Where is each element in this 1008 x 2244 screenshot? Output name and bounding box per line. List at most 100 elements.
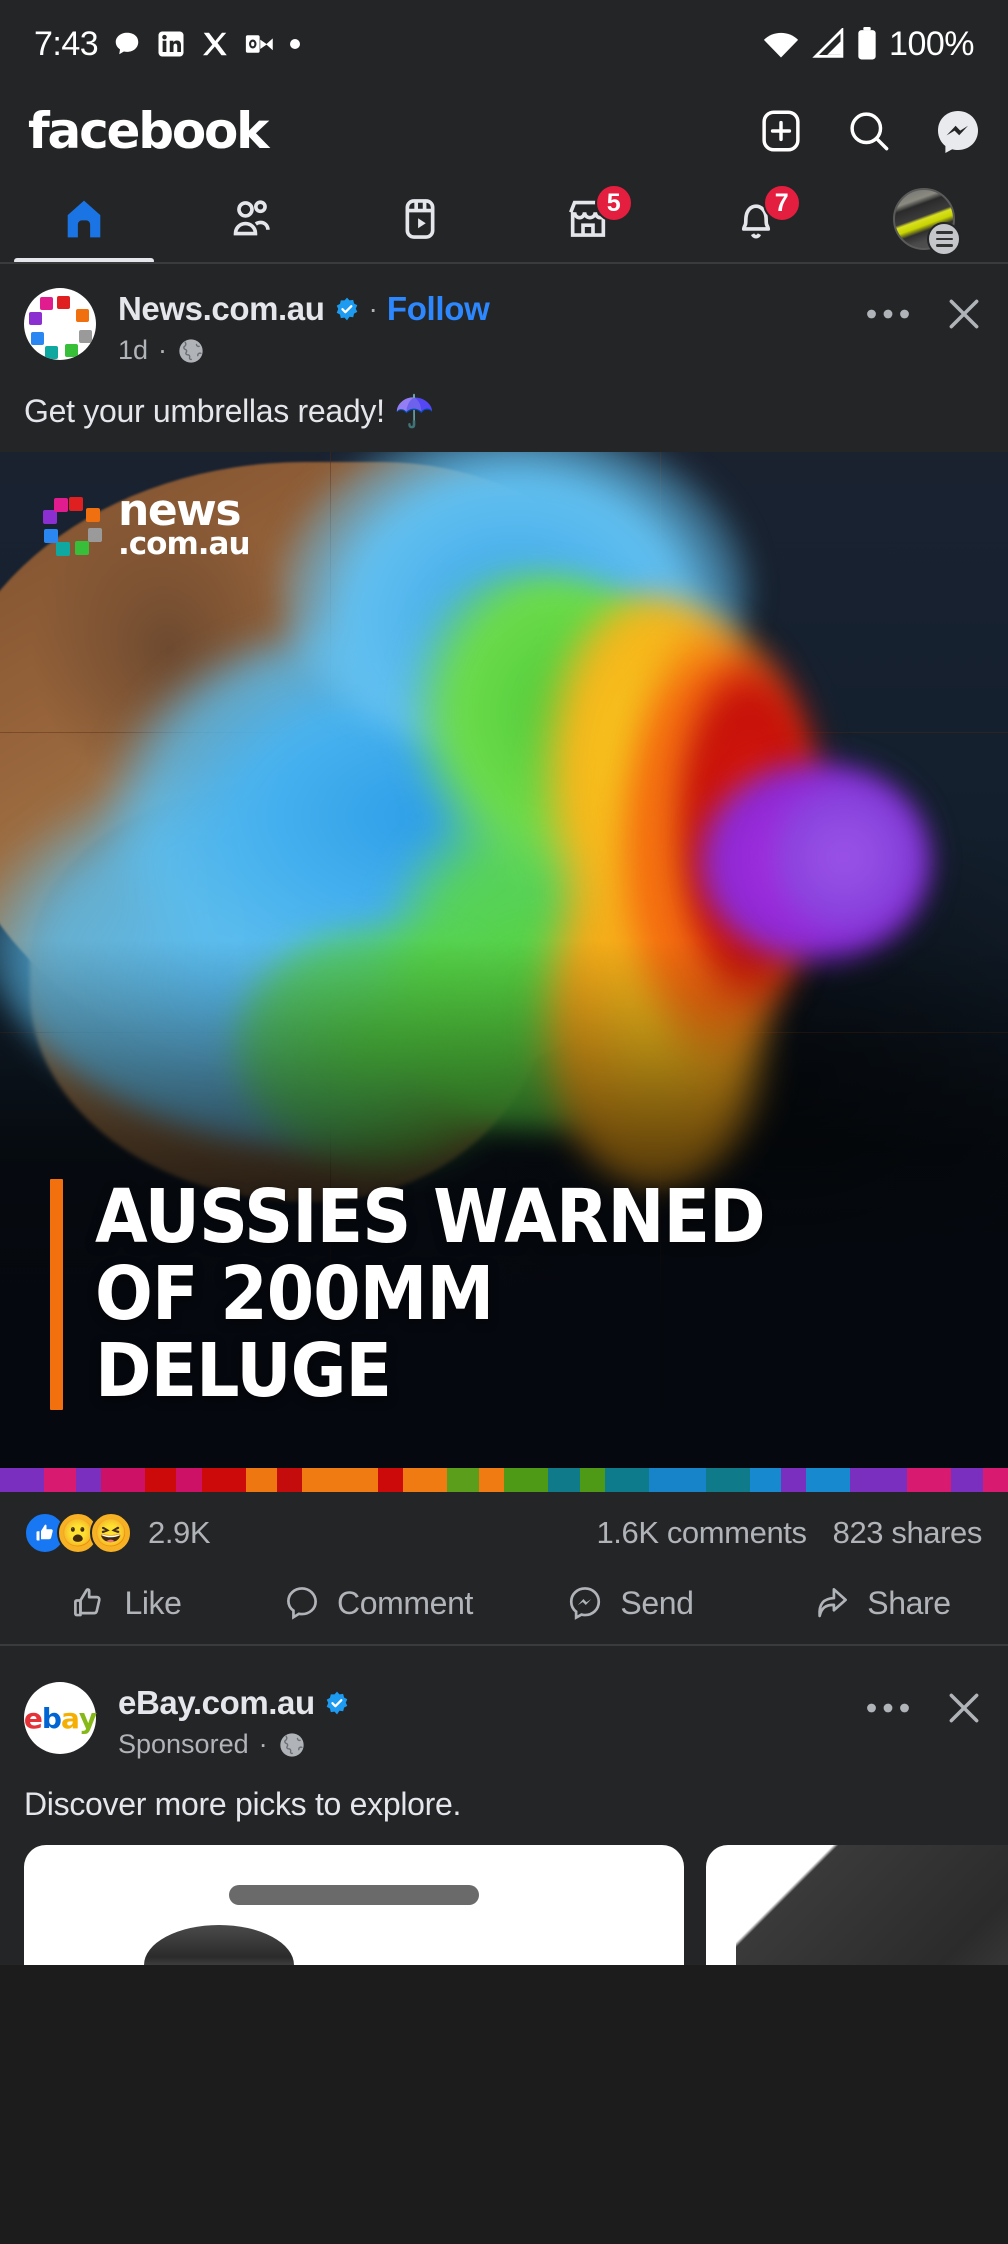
progress-segment <box>447 1468 479 1492</box>
progress-segment <box>951 1468 983 1492</box>
marketplace-badge: 5 <box>594 184 633 222</box>
header-separator: · <box>368 293 378 324</box>
video-progress-strip[interactable] <box>0 1468 1008 1492</box>
status-bar-left: 7:43 <box>34 25 302 64</box>
progress-segment <box>850 1468 882 1492</box>
ad-body-text: Discover more picks to explore. <box>24 1786 462 1822</box>
comment-button[interactable]: Comment <box>252 1584 504 1622</box>
feed-post-news: News.com.au · Follow 1d · <box>0 264 1008 1646</box>
ad-carousel[interactable] <box>0 1845 1008 1965</box>
page-profile-picture[interactable] <box>24 288 96 360</box>
close-icon[interactable] <box>944 294 984 334</box>
progress-segment <box>503 1468 549 1492</box>
progress-segment <box>144 1468 177 1492</box>
progress-segment <box>403 1468 448 1492</box>
post-media-video[interactable]: news .com.au AUSSIES WARNED OF 200MM DEL… <box>0 452 1008 1468</box>
umbrella-rain-emoji: ☂️ <box>394 393 435 429</box>
send-button-label: Send <box>620 1584 694 1621</box>
share-button-label: Share <box>867 1584 951 1621</box>
facebook-wordmark[interactable]: facebook <box>28 102 269 160</box>
news-watermark-sub: .com.au <box>118 525 251 562</box>
engagement-counts: 1.6K comments 823 shares <box>596 1515 982 1551</box>
ad-page-name[interactable]: eBay.com.au <box>118 1684 315 1721</box>
comment-button-label: Comment <box>337 1584 473 1621</box>
reaction-haha-icon: 😆 <box>90 1512 132 1554</box>
sidebar-item-video[interactable] <box>336 174 504 264</box>
app-header: facebook <box>0 88 1008 174</box>
close-icon[interactable] <box>944 1688 984 1728</box>
globe-icon <box>278 1731 306 1759</box>
news-watermark-main: news <box>118 485 242 536</box>
x-twitter-icon <box>200 29 230 59</box>
like-button[interactable]: Like <box>0 1584 252 1622</box>
progress-segment <box>579 1468 605 1492</box>
follow-button[interactable]: Follow <box>386 290 490 327</box>
sidebar-item-marketplace[interactable]: 5 <box>504 174 672 264</box>
headline-text: AUSSIES WARNED OF 200MM DELUGE <box>95 1179 766 1415</box>
post-header-line2: 1d · <box>118 335 852 366</box>
status-bar: 7:43 <box>0 0 1008 88</box>
headline-accent-bar <box>50 1179 63 1410</box>
headline-line-2: OF 200MM <box>95 1251 494 1338</box>
post-header: News.com.au · Follow 1d · <box>0 264 1008 366</box>
bell-icon <box>733 196 779 242</box>
post-body-text: Get your umbrellas ready! ☂️ <box>0 366 1008 452</box>
page-name[interactable]: News.com.au <box>118 290 325 327</box>
card-product-image <box>736 1845 1008 1965</box>
news-watermark: news .com.au <box>42 485 251 562</box>
dot-icon <box>288 37 302 51</box>
ebay-letter-e: e <box>23 1701 43 1735</box>
headline-line-3: DELUGE <box>95 1328 392 1415</box>
header-actions <box>758 107 982 155</box>
status-clock: 7:43 <box>34 24 99 63</box>
send-button[interactable]: Send <box>504 1584 756 1622</box>
ebay-letter-b: b <box>41 1701 62 1735</box>
post-action-bar: Like Comment Send <box>0 1570 1008 1646</box>
ad-header-line1: eBay.com.au <box>118 1684 852 1722</box>
reaction-count[interactable]: 2.9K <box>148 1515 211 1550</box>
progress-segment <box>176 1468 202 1492</box>
progress-segment <box>680 1468 706 1492</box>
post-header-buttons <box>866 288 984 334</box>
outlook-icon <box>244 29 274 59</box>
progress-segment <box>302 1468 347 1492</box>
comment-bubble-icon <box>283 1584 321 1622</box>
more-options-icon[interactable] <box>866 1701 910 1715</box>
friends-icon <box>229 196 275 242</box>
progress-segment <box>201 1468 246 1492</box>
hamburger-menu-icon <box>927 222 961 256</box>
card-placeholder-bar <box>229 1885 479 1905</box>
active-tab-indicator <box>14 258 154 264</box>
more-options-icon[interactable] <box>866 307 910 321</box>
search-icon[interactable] <box>846 108 892 154</box>
sidebar-item-home[interactable] <box>0 174 168 264</box>
carousel-card[interactable] <box>24 1845 684 1965</box>
progress-segment <box>75 1468 101 1492</box>
main-tab-bar: 5 7 <box>0 174 1008 264</box>
add-post-icon[interactable] <box>758 108 804 154</box>
sidebar-item-menu[interactable] <box>840 174 1008 264</box>
carousel-card[interactable] <box>706 1845 1008 1965</box>
home-icon <box>61 196 107 242</box>
share-count[interactable]: 823 shares <box>832 1515 983 1550</box>
share-arrow-icon <box>813 1584 851 1622</box>
avatar[interactable] <box>893 188 961 256</box>
messenger-icon[interactable] <box>934 107 982 155</box>
sidebar-item-notifications[interactable]: 7 <box>672 174 840 264</box>
tabbar-divider <box>0 262 1008 264</box>
share-button[interactable]: Share <box>756 1584 1008 1622</box>
messenger-send-icon <box>566 1584 604 1622</box>
reaction-icons[interactable]: 😮 😆 2.9K <box>24 1512 211 1554</box>
progress-segment <box>377 1468 404 1492</box>
progress-segment <box>100 1468 145 1492</box>
progress-segment <box>604 1468 649 1492</box>
notifications-badge: 7 <box>762 184 801 222</box>
sidebar-item-friends[interactable] <box>168 174 336 264</box>
progress-segment <box>346 1468 378 1492</box>
verified-badge-icon <box>324 1690 350 1716</box>
like-button-label: Like <box>124 1584 182 1621</box>
sponsored-label: Sponsored <box>118 1729 249 1759</box>
comment-count[interactable]: 1.6K comments <box>596 1515 807 1550</box>
